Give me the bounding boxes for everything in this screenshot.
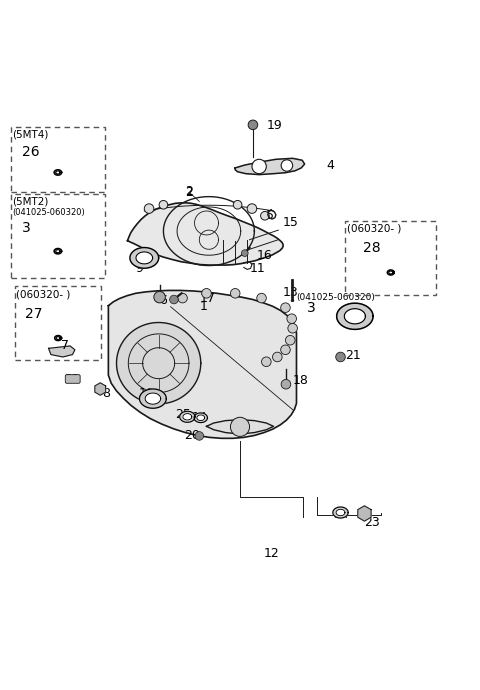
Circle shape <box>286 335 295 345</box>
Text: 24: 24 <box>333 509 348 522</box>
Text: 25: 25 <box>175 408 191 421</box>
Text: 4: 4 <box>326 159 334 172</box>
Text: 28: 28 <box>363 241 381 255</box>
Text: 7: 7 <box>61 339 69 353</box>
Circle shape <box>202 288 211 298</box>
Text: (5MT2): (5MT2) <box>12 197 48 207</box>
Text: 8: 8 <box>102 387 110 400</box>
Polygon shape <box>54 248 61 254</box>
Polygon shape <box>387 270 394 275</box>
Circle shape <box>247 204 257 213</box>
Polygon shape <box>333 507 348 518</box>
Text: 22: 22 <box>65 373 80 386</box>
Polygon shape <box>206 420 274 434</box>
Polygon shape <box>117 322 201 404</box>
Polygon shape <box>180 411 195 422</box>
Polygon shape <box>56 337 60 339</box>
Text: 11: 11 <box>250 262 265 275</box>
Text: 17: 17 <box>199 292 215 304</box>
Text: 27: 27 <box>25 307 43 321</box>
Text: 3: 3 <box>23 221 31 235</box>
Text: 2: 2 <box>185 186 193 199</box>
Text: (5MT4): (5MT4) <box>12 130 48 140</box>
Text: 10: 10 <box>139 387 155 400</box>
Polygon shape <box>336 509 345 515</box>
Text: (060320- ): (060320- ) <box>16 289 70 299</box>
Circle shape <box>252 159 266 174</box>
Circle shape <box>281 380 291 389</box>
Circle shape <box>288 324 298 333</box>
Polygon shape <box>344 308 365 324</box>
Circle shape <box>281 160 293 171</box>
Text: 14: 14 <box>192 411 207 424</box>
Polygon shape <box>336 303 373 329</box>
Circle shape <box>154 291 165 303</box>
Polygon shape <box>235 158 305 175</box>
Polygon shape <box>358 506 371 521</box>
Text: 26: 26 <box>23 146 40 159</box>
Polygon shape <box>56 250 60 253</box>
Text: 2: 2 <box>185 186 193 198</box>
Text: 9: 9 <box>135 262 144 275</box>
Polygon shape <box>130 248 158 268</box>
Circle shape <box>281 345 290 355</box>
Bar <box>345 221 436 295</box>
Circle shape <box>230 417 250 436</box>
Circle shape <box>195 432 204 440</box>
Polygon shape <box>95 383 106 395</box>
Polygon shape <box>108 290 297 438</box>
Text: 15: 15 <box>283 217 299 230</box>
Text: 23: 23 <box>364 515 380 529</box>
Circle shape <box>281 303 290 313</box>
Circle shape <box>144 204 154 213</box>
Bar <box>15 286 101 360</box>
Polygon shape <box>48 346 75 357</box>
Polygon shape <box>54 170 61 175</box>
Polygon shape <box>194 413 207 422</box>
Circle shape <box>273 352 282 362</box>
Polygon shape <box>56 171 60 174</box>
Circle shape <box>159 201 168 209</box>
Circle shape <box>336 352 345 362</box>
Text: 6: 6 <box>158 295 167 308</box>
Text: 21: 21 <box>345 349 361 362</box>
Text: (041025-060320): (041025-060320) <box>297 293 375 302</box>
Bar <box>11 195 105 278</box>
Polygon shape <box>136 252 153 264</box>
Circle shape <box>241 250 248 257</box>
Text: 20: 20 <box>184 429 200 442</box>
Text: 13: 13 <box>283 286 299 299</box>
FancyBboxPatch shape <box>65 375 80 383</box>
Text: 3: 3 <box>307 301 316 315</box>
Polygon shape <box>389 271 393 274</box>
Text: 5: 5 <box>266 209 275 222</box>
Text: 19: 19 <box>266 119 282 132</box>
Circle shape <box>261 211 269 220</box>
Polygon shape <box>145 393 161 404</box>
Text: 18: 18 <box>293 375 309 387</box>
Polygon shape <box>183 413 192 420</box>
Bar <box>11 127 105 192</box>
Circle shape <box>262 357 271 366</box>
Text: (060320- ): (060320- ) <box>347 224 401 233</box>
Text: 1: 1 <box>199 300 207 313</box>
Circle shape <box>230 288 240 298</box>
Circle shape <box>257 293 266 303</box>
Text: 16: 16 <box>257 248 273 262</box>
Circle shape <box>178 293 187 303</box>
Circle shape <box>233 201 242 209</box>
Circle shape <box>169 295 178 304</box>
Text: 12: 12 <box>263 546 279 560</box>
Circle shape <box>248 120 258 130</box>
Polygon shape <box>55 335 61 341</box>
Circle shape <box>287 314 297 324</box>
Text: (041025-060320): (041025-060320) <box>12 208 85 217</box>
Polygon shape <box>197 415 204 420</box>
Polygon shape <box>140 389 166 408</box>
Polygon shape <box>128 203 283 265</box>
